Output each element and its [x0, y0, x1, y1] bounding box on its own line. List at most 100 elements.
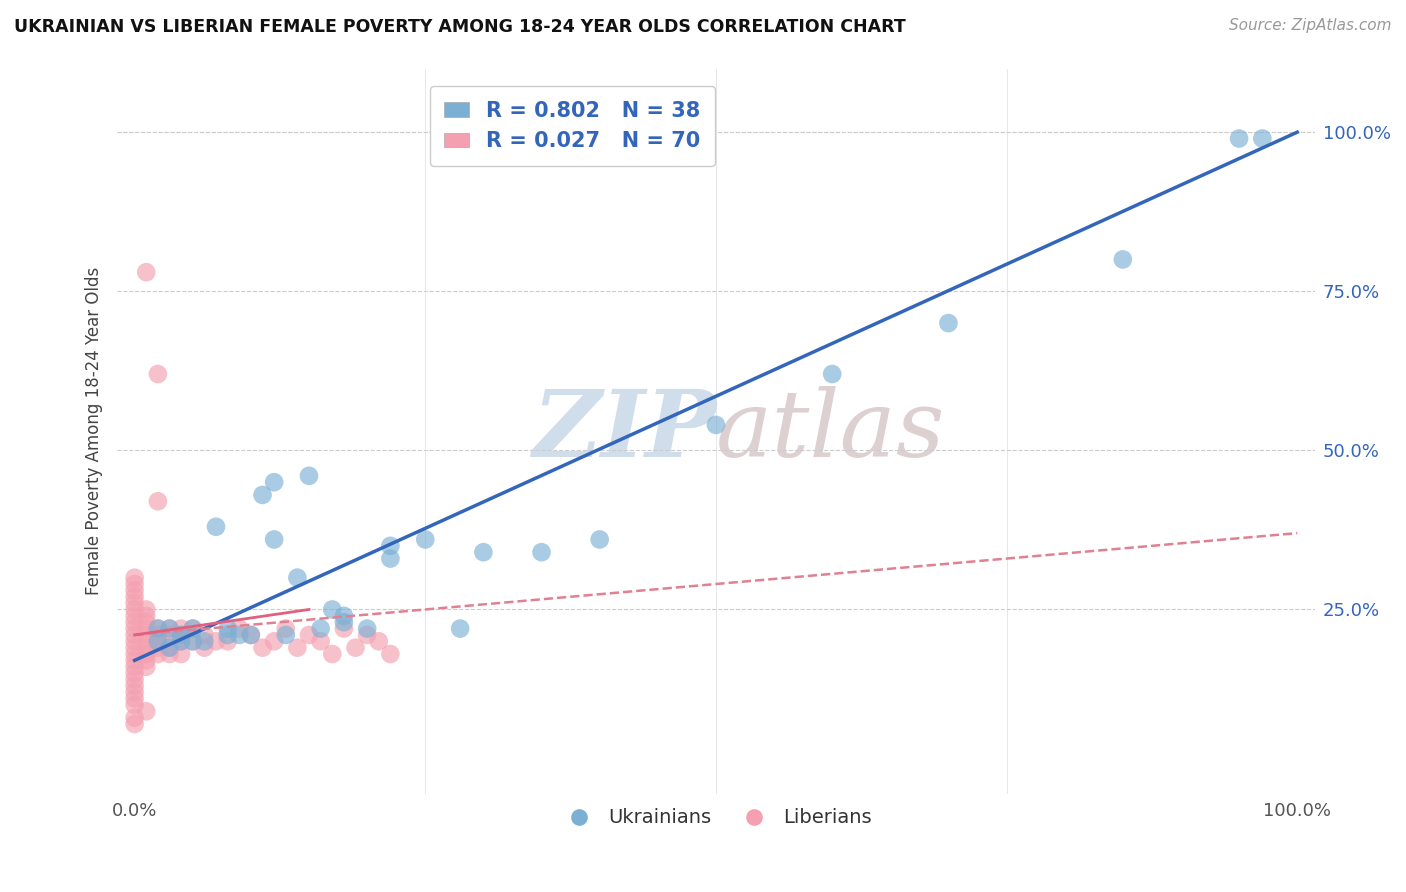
Legend: Ukrainians, Liberians: Ukrainians, Liberians — [553, 800, 880, 835]
Point — [135, 608, 157, 623]
Point — [159, 628, 181, 642]
Point — [181, 634, 204, 648]
Point — [135, 704, 157, 718]
Point — [380, 647, 402, 661]
Point — [821, 367, 844, 381]
Point — [124, 691, 146, 706]
Point — [170, 634, 193, 648]
Point — [298, 468, 321, 483]
Point — [124, 653, 146, 667]
Point — [124, 596, 146, 610]
Point — [146, 640, 169, 655]
Point — [124, 602, 146, 616]
Point — [589, 533, 612, 547]
Point — [252, 488, 274, 502]
Point — [263, 533, 285, 547]
Point — [124, 711, 146, 725]
Point — [124, 628, 146, 642]
Point — [124, 659, 146, 673]
Point — [124, 698, 146, 712]
Text: ZIP: ZIP — [531, 386, 716, 476]
Point — [309, 622, 332, 636]
Point — [356, 628, 378, 642]
Point — [124, 608, 146, 623]
Point — [146, 628, 169, 642]
Point — [413, 533, 436, 547]
Point — [159, 640, 181, 655]
Point — [170, 622, 193, 636]
Point — [159, 622, 181, 636]
Point — [217, 622, 239, 636]
Point — [298, 628, 321, 642]
Point — [239, 628, 262, 642]
Point — [472, 545, 495, 559]
Point — [135, 615, 157, 630]
Point — [704, 417, 727, 432]
Point — [170, 628, 193, 642]
Point — [124, 685, 146, 699]
Point — [146, 622, 169, 636]
Point — [146, 634, 169, 648]
Point — [135, 653, 157, 667]
Point — [170, 634, 193, 648]
Text: Source: ZipAtlas.com: Source: ZipAtlas.com — [1229, 18, 1392, 33]
Point — [193, 628, 215, 642]
Point — [367, 634, 389, 648]
Point — [124, 571, 146, 585]
Point — [530, 545, 553, 559]
Point — [333, 608, 356, 623]
Point — [124, 673, 146, 687]
Point — [124, 577, 146, 591]
Point — [274, 622, 297, 636]
Point — [146, 494, 169, 508]
Point — [159, 647, 181, 661]
Point — [135, 659, 157, 673]
Point — [333, 615, 356, 630]
Point — [124, 615, 146, 630]
Point — [287, 571, 309, 585]
Point — [159, 622, 181, 636]
Point — [380, 551, 402, 566]
Point — [159, 640, 181, 655]
Point — [217, 634, 239, 648]
Point — [1227, 131, 1250, 145]
Text: atlas: atlas — [716, 386, 945, 476]
Point — [228, 628, 250, 642]
Point — [124, 679, 146, 693]
Point — [146, 367, 169, 381]
Point — [287, 640, 309, 655]
Point — [124, 640, 146, 655]
Point — [124, 647, 146, 661]
Point — [170, 628, 193, 642]
Point — [146, 647, 169, 661]
Point — [146, 622, 169, 636]
Point — [124, 583, 146, 598]
Point — [135, 628, 157, 642]
Point — [1112, 252, 1135, 267]
Point — [146, 634, 169, 648]
Point — [193, 634, 215, 648]
Point — [356, 622, 378, 636]
Point — [181, 622, 204, 636]
Point — [135, 602, 157, 616]
Point — [449, 622, 471, 636]
Point — [228, 622, 250, 636]
Point — [309, 634, 332, 648]
Point — [1251, 131, 1274, 145]
Y-axis label: Female Poverty Among 18-24 Year Olds: Female Poverty Among 18-24 Year Olds — [86, 268, 103, 595]
Point — [205, 520, 228, 534]
Point — [274, 628, 297, 642]
Point — [217, 628, 239, 642]
Point — [193, 640, 215, 655]
Point — [263, 475, 285, 490]
Point — [252, 640, 274, 655]
Point — [321, 602, 343, 616]
Point — [124, 666, 146, 681]
Point — [135, 622, 157, 636]
Point — [333, 622, 356, 636]
Point — [124, 717, 146, 731]
Point — [380, 539, 402, 553]
Point — [135, 265, 157, 279]
Text: UKRAINIAN VS LIBERIAN FEMALE POVERTY AMONG 18-24 YEAR OLDS CORRELATION CHART: UKRAINIAN VS LIBERIAN FEMALE POVERTY AMO… — [14, 18, 905, 36]
Point — [135, 640, 157, 655]
